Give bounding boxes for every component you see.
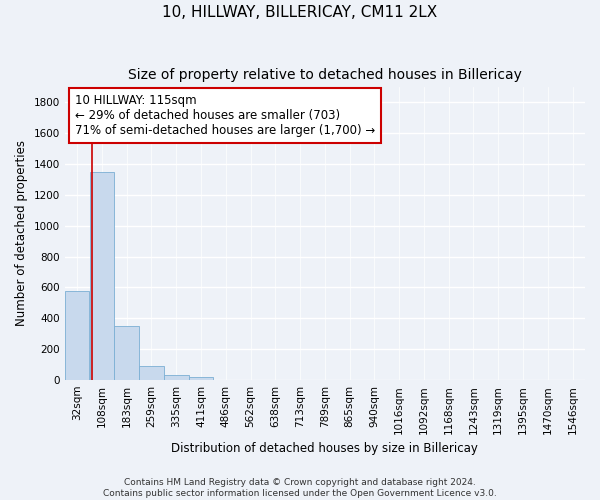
Bar — [114, 326, 139, 380]
Y-axis label: Number of detached properties: Number of detached properties — [15, 140, 28, 326]
Bar — [189, 377, 214, 380]
Title: Size of property relative to detached houses in Billericay: Size of property relative to detached ho… — [128, 68, 522, 82]
X-axis label: Distribution of detached houses by size in Billericay: Distribution of detached houses by size … — [172, 442, 478, 455]
Text: 10, HILLWAY, BILLERICAY, CM11 2LX: 10, HILLWAY, BILLERICAY, CM11 2LX — [163, 5, 437, 20]
Text: Contains HM Land Registry data © Crown copyright and database right 2024.
Contai: Contains HM Land Registry data © Crown c… — [103, 478, 497, 498]
Bar — [65, 290, 89, 380]
Bar — [139, 366, 164, 380]
Text: 10 HILLWAY: 115sqm
← 29% of detached houses are smaller (703)
71% of semi-detach: 10 HILLWAY: 115sqm ← 29% of detached hou… — [75, 94, 376, 137]
Bar — [164, 376, 188, 380]
Bar — [90, 172, 114, 380]
